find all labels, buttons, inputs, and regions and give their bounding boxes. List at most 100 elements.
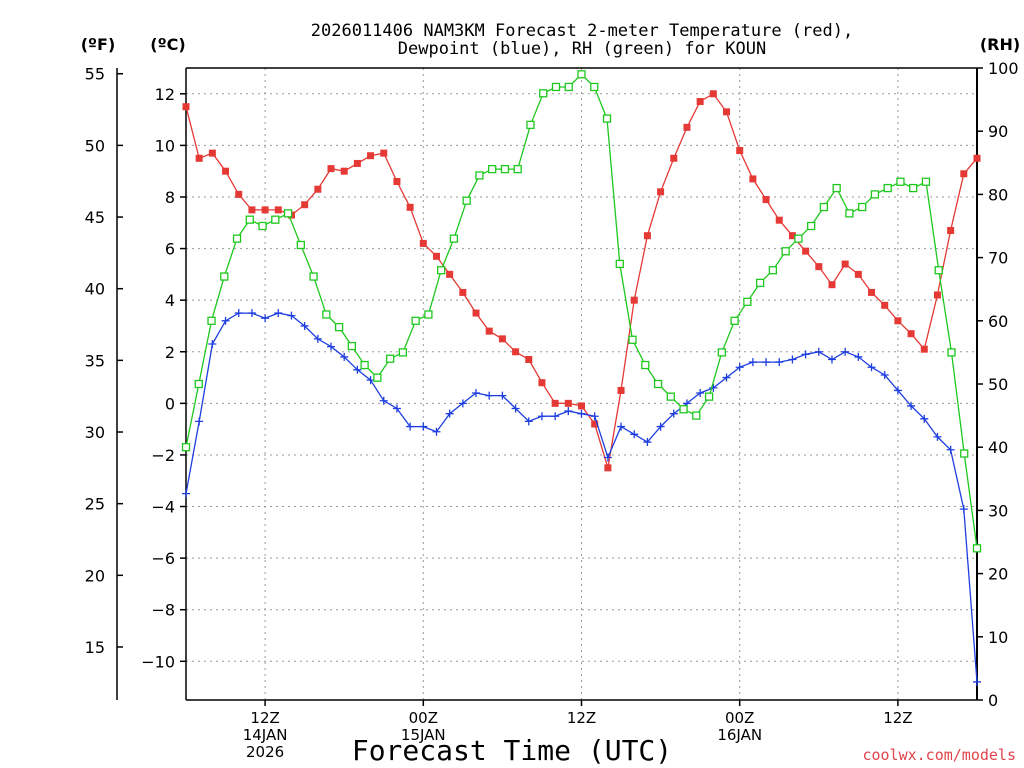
dewpoint-point: [748, 358, 757, 367]
rh-point: [628, 335, 637, 344]
rh-point: [296, 240, 305, 250]
dewpoint-point: [841, 347, 850, 356]
dewpoint-point: [182, 489, 190, 498]
rh-point: [526, 120, 535, 130]
temperature-point: [709, 90, 717, 98]
rh-point: [449, 234, 459, 243]
temperature-point: [604, 464, 612, 472]
temperature-point: [512, 348, 520, 356]
x-tick-label: 12Z: [250, 709, 279, 727]
temperature-series: [182, 90, 981, 472]
dewpoint-point: [524, 417, 533, 426]
rh-point: [437, 266, 446, 275]
dewpoint-point: [234, 309, 243, 318]
temperature-point: [920, 345, 928, 353]
dewpoint-point: [406, 422, 415, 431]
temperature-point: [617, 386, 625, 394]
dewpoint-point: [656, 422, 665, 431]
rh-point: [972, 544, 982, 553]
temperature-point: [208, 149, 216, 157]
rh-point: [692, 411, 701, 420]
temperature-point: [643, 232, 651, 240]
fahrenheit-tick-label: 55: [85, 65, 105, 84]
temperature-point: [498, 335, 506, 343]
dewpoint-point: [603, 453, 612, 462]
rh-point: [602, 114, 612, 123]
temperature-point: [802, 247, 810, 255]
dewpoint-point: [959, 505, 968, 514]
fahrenheit-tick-label: 50: [85, 136, 105, 155]
chart-title-line1: 2026011406 NAM3KM Forecast 2-meter Tempe…: [311, 21, 853, 41]
rh-point: [960, 449, 969, 458]
rh-point: [462, 196, 471, 205]
temperature-point: [696, 98, 704, 106]
temperature-point: [353, 159, 361, 167]
rh-point: [347, 341, 357, 351]
credit-text: coolwx.com/models: [862, 746, 1016, 764]
dewpoint-point: [208, 340, 217, 349]
dewpoint-point: [907, 401, 916, 410]
rh-point: [513, 164, 522, 174]
rh-point: [730, 316, 739, 325]
dewpoint-point: [669, 409, 678, 418]
temperature-point: [222, 167, 230, 175]
x-tick-label: 00Z: [409, 709, 438, 727]
rh-point: [896, 177, 905, 186]
rh-point: [322, 310, 331, 319]
rh-tick-label: 40: [988, 438, 1008, 457]
chart-title-line2: Dewpoint (blue), RH (green) for KOUN: [398, 39, 766, 59]
celsius-tick-label: 4: [165, 291, 175, 310]
celsius-tick-label: −10: [141, 652, 175, 671]
dewpoint-point: [854, 352, 863, 361]
x-tick-label: 2026: [246, 743, 284, 761]
dewpoint-point: [300, 321, 309, 330]
temperature-point: [182, 103, 190, 111]
celsius-tick-label: −6: [151, 549, 175, 568]
rh-tick-label: 0: [988, 691, 998, 710]
temperature-point: [907, 330, 915, 338]
dewpoint-point: [379, 396, 388, 405]
rh-point: [488, 164, 497, 174]
temperature-point: [380, 149, 388, 157]
dewpoint-point: [353, 365, 362, 374]
temperature-point: [933, 291, 941, 299]
dewpoint-point: [432, 427, 441, 436]
rh-tick-label: 60: [988, 312, 1008, 331]
temperature-point: [894, 317, 902, 325]
dewpoint-point: [946, 445, 955, 454]
dewpoint-point: [827, 355, 836, 364]
rh-tick-label: 20: [988, 565, 1008, 584]
rh-point: [768, 266, 778, 275]
dewpoint-point: [590, 412, 599, 421]
dewpoint-point: [643, 438, 652, 447]
rh-point: [615, 259, 624, 269]
rh-tick-label: 50: [988, 375, 1008, 394]
celsius-tick-label: 10: [155, 136, 175, 155]
temperature-point: [274, 206, 282, 214]
temperature-point: [235, 190, 243, 198]
rh-point: [220, 272, 229, 281]
temperature-point: [657, 188, 665, 196]
fahrenheit-axis-label: (ºF): [81, 35, 116, 54]
temperature-point: [525, 355, 533, 363]
rh-point: [564, 82, 573, 92]
dewpoint-point: [933, 432, 942, 441]
dewpoint-point: [313, 334, 322, 343]
rh-point: [921, 177, 931, 186]
rh-point: [424, 310, 433, 319]
rh-point: [475, 171, 484, 180]
temperature-point: [301, 201, 309, 209]
dewpoint-point: [920, 414, 929, 423]
rh-point: [181, 443, 191, 452]
temperature-point: [815, 263, 823, 271]
temperature-point: [564, 399, 572, 407]
dewpoint-point: [485, 391, 494, 400]
rh-point: [858, 202, 867, 212]
celsius-tick-label: 0: [165, 394, 175, 413]
dewpoint-point: [880, 370, 889, 379]
rh-point: [283, 209, 293, 218]
celsius-axis-label: (ºC): [150, 35, 185, 54]
temperature-point: [630, 296, 638, 304]
rh-point: [666, 392, 675, 401]
temperature-point: [419, 239, 427, 247]
